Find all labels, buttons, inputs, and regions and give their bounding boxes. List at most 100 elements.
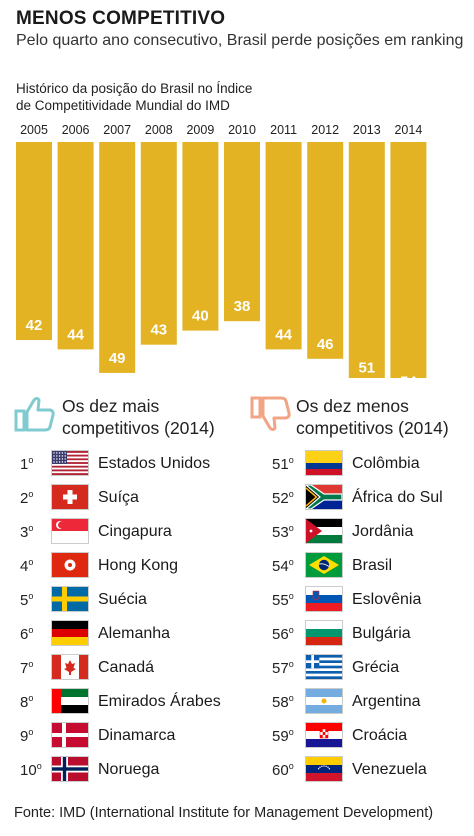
year-label: 2007: [103, 123, 131, 137]
list-item: 59o Croácia: [262, 720, 474, 754]
rank-label: 60o: [272, 761, 294, 779]
list-item: 5o Suécia: [14, 584, 244, 618]
country-name: Dinamarca: [98, 727, 176, 744]
rank-label: 9o: [20, 727, 34, 745]
list-item: 6o Alemanha: [14, 618, 244, 652]
rank-label: 6o: [20, 625, 34, 643]
flag-bg-icon: [306, 621, 342, 645]
list-item: 55o Eslovênia: [262, 584, 474, 618]
flag-gr-icon: [306, 655, 342, 679]
rank-value-label: 42: [26, 317, 43, 334]
rank-label: 7o: [20, 659, 34, 677]
country-name: África do Sul: [352, 489, 443, 506]
flag-br-icon: [306, 553, 342, 577]
country-name: Suécia: [98, 591, 147, 608]
bottom-ten-title-line-2: competitivos (2014): [296, 418, 449, 438]
flag-ca-icon: [52, 655, 88, 679]
rank-label: 55o: [272, 591, 294, 609]
list-item: 52o África do Sul: [262, 482, 474, 516]
flag-ae-icon: [52, 689, 88, 713]
year-label: 2012: [311, 123, 339, 137]
country-name: Cingapura: [98, 523, 172, 540]
list-item: 58o Argentina: [262, 686, 474, 720]
rank-bar: [16, 142, 52, 340]
rank-label: 3o: [20, 523, 34, 541]
year-label: 2010: [228, 123, 256, 137]
rank-value-label: 44: [67, 326, 84, 343]
rank-bar: [348, 142, 385, 378]
rank-value-label: 43: [150, 322, 167, 339]
rank-label: 58o: [272, 693, 294, 711]
flag-ar-icon: [306, 689, 342, 713]
rank-bar: [99, 142, 136, 373]
chart-title-line-1: Histórico da posição do Brasil no Índice: [16, 81, 253, 96]
rank-label: 54o: [272, 557, 294, 575]
country-name: Croácia: [352, 727, 408, 744]
rank-label: 4o: [20, 557, 34, 575]
list-item: 54o Brasil: [262, 550, 474, 584]
country-name: Grécia: [352, 659, 400, 676]
rank-value-label: 54: [400, 373, 417, 378]
rank-label: 2o: [20, 489, 34, 507]
year-label: 2006: [62, 123, 90, 137]
rank-value-label: 49: [109, 350, 126, 367]
bottom-ten-list: 51o Colômbia 52o África do Sul 53o Jordânia 54…: [262, 448, 474, 788]
rank-bar: [265, 142, 302, 350]
rank-label: 53o: [272, 523, 294, 541]
ranking-bar-chart: 2005 42 2006 44 2007 49 2008 43 2009 40 2010 38 2011…: [16, 123, 427, 378]
list-item: 60o Venezuela: [262, 754, 474, 788]
page-title: MENOS COMPETITIVO: [16, 8, 226, 29]
rank-value-label: 51: [358, 359, 375, 376]
list-item: 10o Noruega: [14, 754, 244, 788]
flag-ve-icon: [306, 757, 342, 781]
country-name: Bulgária: [352, 625, 411, 642]
year-label: 2013: [353, 123, 381, 137]
bottom-ten-title-line-1: Os dez menos: [296, 396, 409, 416]
rank-label: 1o: [20, 455, 34, 473]
country-name: Emirados Árabes: [98, 693, 221, 710]
rank-label: 59o: [272, 727, 294, 745]
rank-bar: [57, 142, 94, 350]
flag-dk-icon: [52, 723, 88, 747]
country-name: Noruega: [98, 761, 160, 778]
top-ten-title: Os dez mais competitivos (2014): [62, 395, 215, 439]
rank-label: 57o: [272, 659, 294, 677]
country-name: Estados Unidos: [98, 455, 211, 472]
rank-bar: [224, 142, 260, 322]
rank-label: 10o: [20, 761, 42, 779]
country-name: Canadá: [98, 659, 155, 676]
rank-label: 52o: [272, 489, 294, 507]
year-label: 2005: [20, 123, 48, 137]
flag-sg-icon: [52, 519, 88, 543]
rank-value-label: 46: [317, 336, 334, 353]
country-name: Brasil: [352, 557, 393, 574]
country-name: Alemanha: [98, 625, 171, 642]
country-name: Suíça: [98, 489, 139, 506]
list-item: 2o Suíça: [14, 482, 244, 516]
rank-label: 56o: [272, 625, 294, 643]
list-item: 7o Canadá: [14, 652, 244, 686]
rank-value-label: 38: [234, 298, 251, 315]
flag-de-icon: [52, 621, 88, 645]
flag-si-icon: [306, 587, 342, 611]
list-item: 4o Hong Kong: [14, 550, 244, 584]
bottom-ten-title: Os dez menos competitivos (2014): [296, 395, 449, 439]
country-name: Colômbia: [352, 455, 420, 472]
rank-bar: [182, 142, 219, 331]
year-label: 2014: [394, 123, 422, 137]
rank-label: 5o: [20, 591, 34, 609]
rank-value-label: 40: [192, 308, 209, 325]
list-item: 56o Bulgária: [262, 618, 474, 652]
rank-label: 8o: [20, 693, 34, 711]
flag-hr-icon: [306, 723, 342, 747]
top-ten-title-line-2: competitivos (2014): [62, 418, 215, 438]
year-label: 2009: [186, 123, 214, 137]
list-item: 1o Estados Unidos: [14, 448, 244, 482]
rank-bar: [390, 142, 427, 378]
list-item: 9o Dinamarca: [14, 720, 244, 754]
flag-za-icon: [306, 485, 342, 509]
top-ten-list: 1o Estados Unidos 2o Suíça 3o Cingapura 4o Hong…: [14, 448, 244, 788]
year-label: 2011: [270, 123, 297, 137]
rank-bar: [140, 142, 177, 345]
list-item: 51o Colômbia: [262, 448, 474, 482]
